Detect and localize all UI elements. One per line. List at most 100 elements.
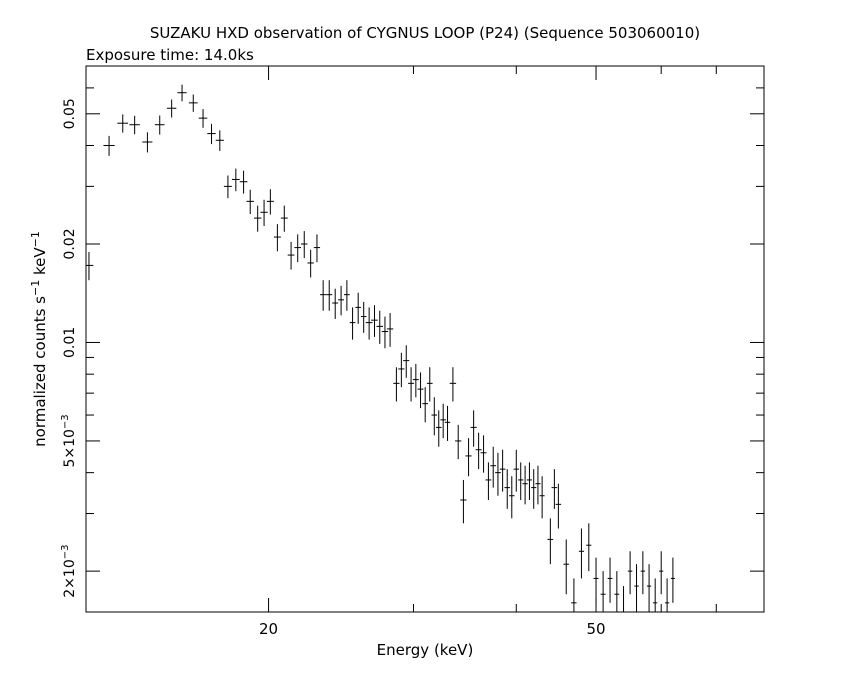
data-point xyxy=(422,387,429,423)
data-point xyxy=(320,280,327,311)
data-point xyxy=(578,528,585,579)
data-point xyxy=(513,449,519,492)
data-point xyxy=(280,205,288,232)
data-point xyxy=(273,224,281,252)
data-point xyxy=(440,403,446,439)
data-point xyxy=(460,479,467,524)
data-point xyxy=(408,367,415,402)
data-point xyxy=(386,313,394,347)
data-point xyxy=(614,571,620,612)
data-point xyxy=(435,410,442,447)
data-point xyxy=(246,189,254,214)
y-axis-label-base: normalized counts s xyxy=(31,296,49,447)
data-point xyxy=(586,523,592,572)
data-point xyxy=(332,288,339,319)
data-point xyxy=(670,557,675,603)
data-point xyxy=(465,438,472,477)
data-point xyxy=(593,557,599,603)
data-point xyxy=(338,285,344,316)
chart-subtitle: Exposure time: 14.0ks xyxy=(86,46,254,64)
data-point xyxy=(526,462,533,500)
data-point xyxy=(480,435,487,473)
data-point xyxy=(485,462,492,500)
data-point xyxy=(376,310,384,344)
data-point xyxy=(198,109,208,128)
data-point xyxy=(360,301,367,333)
data-point xyxy=(365,307,373,340)
data-point xyxy=(518,462,524,500)
data-point xyxy=(426,367,433,402)
y-axis-label-exp2: −1 xyxy=(29,231,42,247)
x-tick-label: 20 xyxy=(259,620,278,638)
data-point xyxy=(509,476,515,519)
data-point xyxy=(653,578,658,612)
y-axis-label-mid: keV xyxy=(31,247,49,280)
data-point xyxy=(188,94,198,112)
data-point xyxy=(495,452,501,496)
data-point xyxy=(634,564,639,612)
data-point xyxy=(539,476,545,519)
data-point xyxy=(371,305,378,337)
data-point xyxy=(349,307,356,340)
data-point xyxy=(547,518,554,565)
data-point xyxy=(215,130,224,151)
data-point xyxy=(398,352,405,388)
data-point xyxy=(294,234,301,263)
data-point xyxy=(355,292,361,324)
data-point xyxy=(142,132,153,153)
data-point xyxy=(475,432,482,470)
data-point xyxy=(522,465,528,505)
data-point xyxy=(266,189,274,215)
data-point xyxy=(449,367,457,402)
data-point xyxy=(600,571,606,612)
data-point xyxy=(231,168,240,192)
data-point xyxy=(607,557,613,603)
data-point xyxy=(659,551,664,595)
data-point xyxy=(571,578,577,612)
data-point xyxy=(253,205,262,232)
data-point xyxy=(665,578,670,612)
y-tick-label: 0.01 xyxy=(62,327,78,358)
y-axis-label-exp1: −1 xyxy=(29,280,42,296)
data-point xyxy=(260,199,268,226)
data-point xyxy=(490,446,497,488)
x-axis-label: Energy (keV) xyxy=(377,641,474,659)
data-point xyxy=(103,135,115,156)
data-point xyxy=(499,449,506,492)
x-tick-label: 50 xyxy=(586,620,605,638)
data-point xyxy=(177,84,187,102)
y-axis-ticks: 0.05 0.02 0.01 5×10−3 2×10−3 xyxy=(60,87,764,598)
data-point xyxy=(343,280,350,311)
data-point xyxy=(166,99,177,118)
data-point xyxy=(287,241,295,270)
data-point xyxy=(431,397,438,436)
data-point xyxy=(551,469,558,509)
data-point xyxy=(381,316,389,349)
y-tick-label: 5×10−3 xyxy=(60,414,78,467)
data-point xyxy=(207,123,216,145)
data-point xyxy=(117,114,129,133)
data-point xyxy=(455,424,462,460)
data-points xyxy=(86,84,675,613)
plot-frame xyxy=(85,65,765,613)
data-point xyxy=(300,231,308,259)
data-point xyxy=(307,249,314,278)
data-point xyxy=(403,345,410,378)
data-point xyxy=(412,363,419,398)
data-point xyxy=(326,280,333,311)
data-point xyxy=(129,115,140,135)
data-point xyxy=(444,405,451,441)
data-point xyxy=(621,586,626,613)
data-point xyxy=(154,115,165,135)
data-point xyxy=(393,367,400,402)
data-point xyxy=(86,252,94,281)
data-point xyxy=(627,551,633,595)
data-point xyxy=(417,372,424,409)
x-axis-ticks: 20 50 xyxy=(259,66,765,638)
data-point xyxy=(313,234,321,263)
y-tick-label: 0.02 xyxy=(62,228,78,259)
data-point xyxy=(646,564,652,612)
data-point xyxy=(535,465,541,505)
y-tick-label: 2×10−3 xyxy=(60,545,78,598)
